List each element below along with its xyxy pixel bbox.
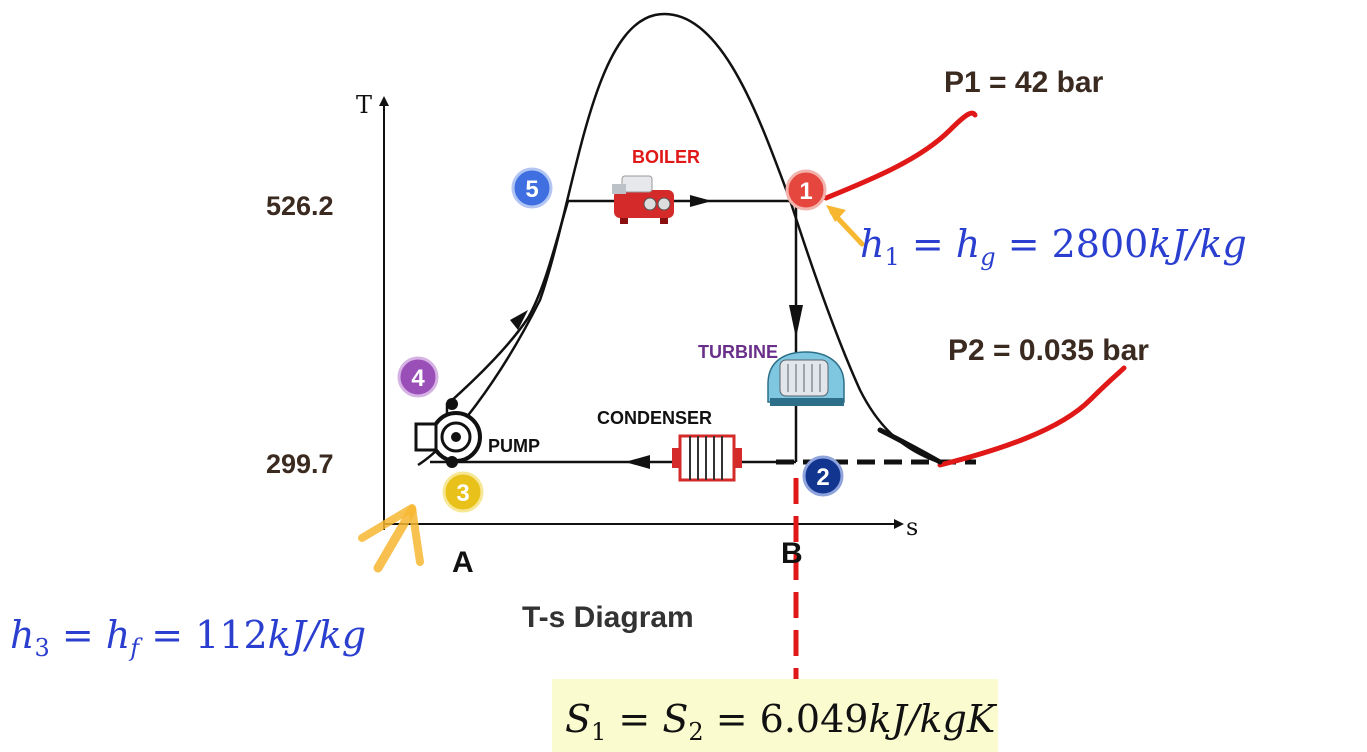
entropy-equation: S1 = S2 = 6.049kJ/kgK bbox=[565, 697, 998, 746]
turbine-label: TURBINE bbox=[698, 342, 778, 362]
turbine-icon bbox=[767, 351, 845, 406]
t-axis-label: T bbox=[356, 91, 372, 119]
s-axis-label: s bbox=[906, 513, 918, 541]
compressed-liquid-arrow bbox=[510, 310, 528, 330]
state-2-number: 2 bbox=[816, 464, 829, 491]
state-1-marker: 1 bbox=[785, 169, 827, 211]
p1-label: P1 = 42 bar bbox=[944, 66, 1104, 99]
state-4-marker: 4 bbox=[397, 356, 439, 398]
h3-pointer-arrow bbox=[358, 504, 424, 573]
temp-low-label: 299.7 bbox=[266, 449, 334, 479]
state-5-marker: 5 bbox=[511, 167, 553, 209]
boiler-label: BOILER bbox=[632, 147, 700, 167]
diagram-title: T-s Diagram bbox=[522, 601, 694, 634]
state-5-number: 5 bbox=[525, 176, 538, 203]
entropy-b-label: B bbox=[781, 537, 803, 570]
h1-pointer-arrow bbox=[826, 205, 865, 247]
state-3-marker: 3 bbox=[442, 471, 484, 513]
p2-label: P2 = 0.035 bar bbox=[948, 334, 1149, 367]
p2-curve bbox=[937, 365, 1127, 468]
state-4-number: 4 bbox=[411, 365, 425, 392]
p1-curve bbox=[823, 110, 978, 201]
dome-scribble bbox=[877, 427, 943, 465]
pump-label: PUMP bbox=[488, 436, 540, 456]
h1-equation: h1 = hg = 2800kJ/kg bbox=[860, 222, 1247, 271]
condenser-icon bbox=[672, 434, 742, 482]
state-2-marker: 2 bbox=[802, 455, 844, 497]
pump-icon bbox=[414, 398, 482, 468]
condenser-arrow bbox=[625, 455, 650, 469]
state-1-number: 1 bbox=[799, 178, 812, 205]
h3-equation: h3 = hf = 112kJ/kg bbox=[10, 613, 366, 662]
state-3-number: 3 bbox=[456, 480, 469, 507]
boiler-arrow bbox=[690, 195, 712, 207]
condenser-label: CONDENSER bbox=[597, 408, 712, 428]
turbine-arrow bbox=[789, 305, 803, 338]
boiler-icon bbox=[612, 175, 674, 224]
temp-high-label: 526.2 bbox=[266, 191, 334, 221]
saturation-dome bbox=[417, 12, 939, 467]
compressed-liquid-line bbox=[449, 200, 570, 403]
formula-box bbox=[552, 679, 998, 752]
entropy-a-label: A bbox=[452, 546, 474, 579]
